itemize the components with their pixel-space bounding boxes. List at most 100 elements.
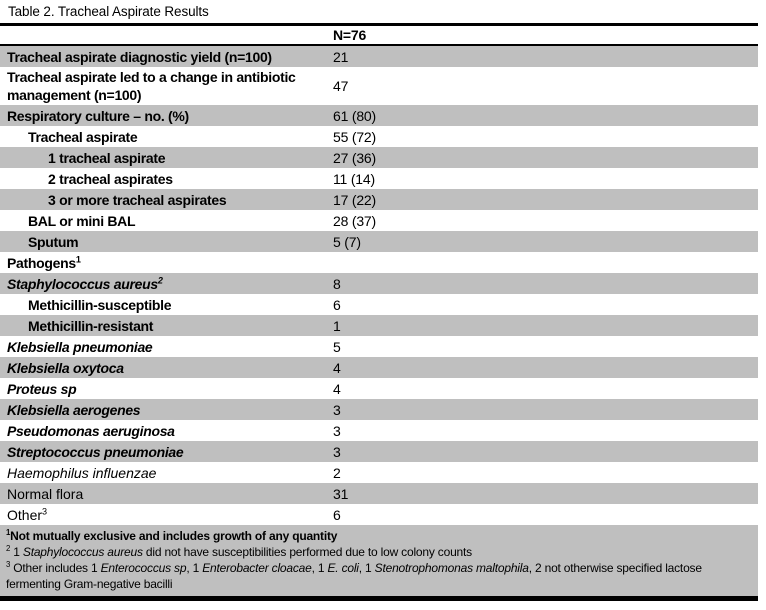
- row-label: Tracheal aspirate led to a change in ant…: [0, 67, 333, 105]
- footnote-superscript: 1: [6, 528, 11, 537]
- row-label-text: Klebsiella pneumoniae: [7, 338, 153, 355]
- row-label-text: Pathogens: [7, 254, 76, 271]
- row-label: 1 tracheal aspirate: [0, 148, 333, 168]
- row-label-text: Normal flora: [7, 485, 84, 502]
- row-label: Klebsiella aerogenes: [0, 400, 333, 420]
- table-row: Klebsiella oxytoca 4: [0, 357, 758, 378]
- table-row: 1 tracheal aspirate 27 (36): [0, 147, 758, 168]
- row-value: 47: [333, 78, 349, 94]
- row-label: Proteus sp: [0, 379, 333, 399]
- table-row: Pathogens1: [0, 252, 758, 273]
- row-label: Methicillin-resistant: [0, 316, 333, 336]
- table-header-row: N=76: [0, 26, 758, 46]
- table-row: Proteus sp 4: [0, 378, 758, 399]
- table-row: Methicillin-susceptible 6: [0, 294, 758, 315]
- row-value: 17 (22): [333, 191, 376, 208]
- table-body: Tracheal aspirate diagnostic yield (n=10…: [0, 46, 758, 525]
- row-value: 3: [333, 401, 341, 418]
- footnote-line: 3 Other includes 1 Enterococcus sp, 1 En…: [6, 560, 748, 592]
- row-label: BAL or mini BAL: [0, 211, 333, 231]
- footnote-text: Other includes 1 Enterococcus sp, 1 Ente…: [6, 561, 702, 591]
- row-label: Respiratory culture – no. (%): [0, 106, 333, 126]
- footnote-text: 1 Staphylococcus aureus did not have sus…: [10, 545, 472, 559]
- table-row: Normal flora 31: [0, 483, 758, 504]
- table-row: Pseudomonas aeruginosa 3: [0, 420, 758, 441]
- table-title: Table 2. Tracheal Aspirate Results: [8, 4, 209, 19]
- row-label-text: Other: [7, 506, 43, 523]
- row-label: Pseudomonas aeruginosa: [0, 421, 333, 441]
- table-row: BAL or mini BAL 28 (37): [0, 210, 758, 231]
- row-superscript: 2: [157, 274, 163, 285]
- row-value: 3: [333, 422, 341, 439]
- row-value: 27 (36): [333, 149, 376, 166]
- row-value: 4: [333, 380, 341, 397]
- row-value: 5 (7): [333, 233, 361, 250]
- table-row: Staphylococcus aureus2 8: [0, 273, 758, 294]
- table-row: Methicillin-resistant 1: [0, 315, 758, 336]
- row-label: Methicillin-susceptible: [0, 295, 333, 315]
- row-label-text: Haemophilus influenzae: [7, 464, 157, 481]
- row-label: Haemophilus influenzae: [0, 463, 333, 483]
- footnote-text: Not mutually exclusive and includes grow…: [10, 529, 338, 543]
- table-row: Haemophilus influenzae 2: [0, 462, 758, 483]
- row-label-text: BAL or mini BAL: [28, 212, 136, 229]
- table-row: Tracheal aspirate led to a change in ant…: [0, 67, 758, 105]
- row-value: 21: [333, 48, 349, 65]
- row-value: 61 (80): [333, 107, 376, 124]
- row-value: 28 (37): [333, 212, 376, 229]
- row-label-text: Respiratory culture – no. (%): [7, 107, 189, 124]
- table-footnotes: 1Not mutually exclusive and includes gro…: [0, 525, 758, 596]
- row-label-text: 2 tracheal aspirates: [48, 170, 173, 187]
- row-label-text: 1 tracheal aspirate: [48, 149, 166, 166]
- row-label: 3 or more tracheal aspirates: [0, 190, 333, 210]
- row-label: Klebsiella pneumoniae: [0, 337, 333, 357]
- footnote-line: 2 1 Staphylococcus aureus did not have s…: [6, 544, 748, 560]
- table-row: 2 tracheal aspirates 11 (14): [0, 168, 758, 189]
- row-label-text: 3 or more tracheal aspirates: [48, 191, 227, 208]
- row-value: 6: [333, 506, 341, 523]
- row-label-text: Methicillin-susceptible: [28, 296, 172, 313]
- row-superscript: 1: [75, 253, 81, 264]
- row-label-text: Proteus sp: [7, 380, 77, 397]
- table-row: Sputum 5 (7): [0, 231, 758, 252]
- row-label: Tracheal aspirate diagnostic yield (n=10…: [0, 47, 333, 67]
- table-row: Tracheal aspirate diagnostic yield (n=10…: [0, 46, 758, 67]
- row-label-text: Klebsiella aerogenes: [7, 401, 141, 418]
- table-row: 3 or more tracheal aspirates 17 (22): [0, 189, 758, 210]
- row-value: 1: [333, 317, 341, 334]
- header-value-cell: N=76: [333, 27, 367, 43]
- table-row: Klebsiella pneumoniae 5: [0, 336, 758, 357]
- table-row: Klebsiella aerogenes 3: [0, 399, 758, 420]
- row-label-text: Pseudomonas aeruginosa: [7, 422, 175, 439]
- footnote-line: 1Not mutually exclusive and includes gro…: [6, 528, 748, 544]
- row-label: Staphylococcus aureus2: [0, 274, 333, 294]
- row-label: Normal flora: [0, 484, 333, 504]
- row-label-text: Tracheal aspirate: [28, 128, 138, 145]
- row-label: 2 tracheal aspirates: [0, 169, 333, 189]
- row-label-text: Streptococcus pneumoniae: [7, 443, 184, 460]
- row-label: Streptococcus pneumoniae: [0, 442, 333, 462]
- row-label-text: Tracheal aspirate diagnostic yield (n=10…: [7, 48, 272, 65]
- row-value: 3: [333, 443, 341, 460]
- row-label: Other3: [0, 505, 333, 525]
- row-label-text: Klebsiella oxytoca: [7, 359, 124, 376]
- row-label: Klebsiella oxytoca: [0, 358, 333, 378]
- row-value: 55 (72): [333, 128, 376, 145]
- row-label: Tracheal aspirate: [0, 127, 333, 147]
- row-value: 4: [333, 359, 341, 376]
- row-value: 11 (14): [333, 170, 375, 187]
- row-label-text: Methicillin-resistant: [28, 317, 154, 334]
- row-label-text: Staphylococcus aureus: [7, 275, 158, 292]
- footnote-superscript: 2: [6, 544, 11, 553]
- table-row: Other3 6: [0, 504, 758, 525]
- row-value: 8: [333, 275, 341, 292]
- footnote-superscript: 3: [6, 560, 11, 569]
- row-label-text: Sputum: [28, 233, 79, 250]
- row-label: Pathogens1: [0, 253, 333, 273]
- row-value: 31: [333, 485, 349, 502]
- row-label: Sputum: [0, 232, 333, 252]
- table-row: Respiratory culture – no. (%) 61 (80): [0, 105, 758, 126]
- table-row: Tracheal aspirate 55 (72): [0, 126, 758, 147]
- table-row: Streptococcus pneumoniae 3: [0, 441, 758, 462]
